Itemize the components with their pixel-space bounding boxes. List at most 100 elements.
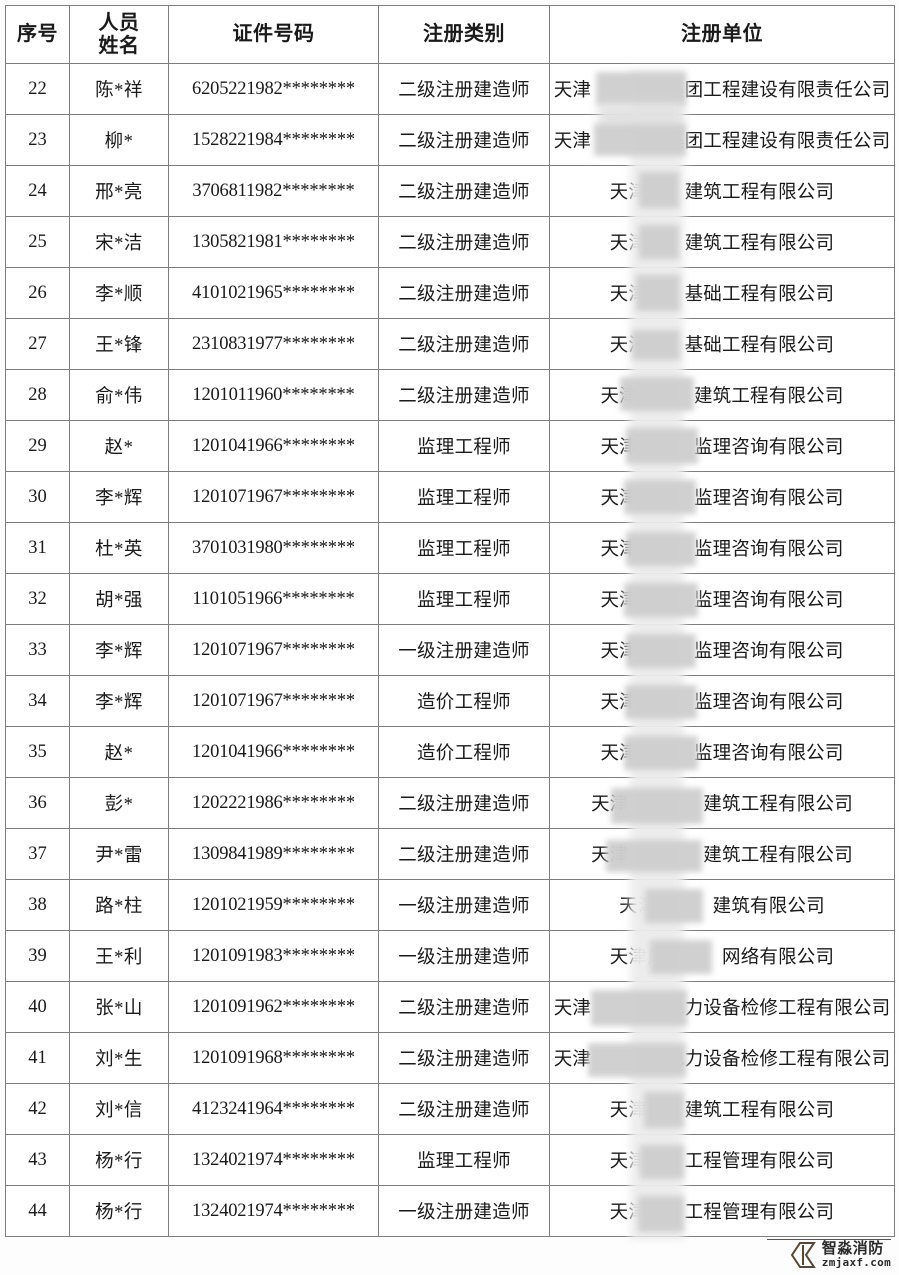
table-row: 31 杜*英 3701031980******** 监理工程师 天津 监理咨询有限公司 — [5, 522, 895, 574]
cell-registration-unit: 天津 建筑工程有限公司 — [549, 777, 895, 829]
cell-registration-unit: 天津 电力设备检修工程有限公司 — [549, 1032, 895, 1084]
table-header: 序号 人员 姓名 证件号码 注册类别 注册单位 — [5, 5, 895, 64]
cell-id-number: 1101051966******** — [168, 573, 379, 625]
cell-person-name: 俞*伟 — [69, 369, 169, 421]
table-row: 22 陈*祥 6205221982******** 二级注册建造师 天津 集团工程建设有… — [5, 63, 895, 115]
watermark-text: 智淼消防 zmjaxf.com — [822, 1241, 891, 1268]
registry-table: 序号 人员 姓名 证件号码 注册类别 注册单位 22 陈*祥 6205221982*… — [5, 5, 895, 1237]
column-header-registration-category: 注册类别 — [378, 5, 550, 64]
cell-id-number: 1528221984******** — [168, 114, 379, 166]
site-watermark: 智淼消防 zmjaxf.com — [767, 1239, 891, 1270]
table-row: 36 彭* 1202221986******** 二级注册建造师 天津 建筑工程有限公司 — [5, 777, 895, 829]
cell-registration-unit: 天津 建筑工程有限公司 — [549, 1083, 895, 1135]
watermark-logo-icon — [789, 1240, 817, 1270]
cell-id-number: 3706811982******** — [168, 165, 379, 217]
cell-sequence: 27 — [5, 318, 70, 370]
cell-id-number: 1324021974******** — [168, 1134, 379, 1186]
table-row: 27 王*锋 2310831977******** 二级注册建造师 天津 基础工程有限公… — [5, 318, 895, 370]
cell-id-number: 1201021959******** — [168, 879, 379, 931]
table-row: 41 刘*生 1201091968******** 二级注册建造师 天津 电力设备检修工… — [5, 1032, 895, 1084]
table-row: 33 李*辉 1201071967******** 一级注册建造师 天津 监理咨询有限公… — [5, 624, 895, 676]
watermark-brand-url: zmjaxf.com — [821, 1256, 891, 1270]
table-row: 26 李*顺 4101021965******** 二级注册建造师 天津 基础工程有限公… — [5, 267, 895, 319]
cell-person-name: 尹*雷 — [69, 828, 169, 880]
cell-person-name: 李*辉 — [69, 675, 169, 727]
cell-registration-category: 二级注册建造师 — [378, 318, 550, 370]
table-row: 23 柳* 1528221984******** 二级注册建造师 天津 集团工程建设有限… — [5, 114, 895, 166]
cell-registration-unit: 天津 集团工程建设有限责任公司 — [549, 114, 895, 166]
cell-registration-unit: 天津 建筑工程有限公司 — [549, 828, 895, 880]
cell-person-name: 王*利 — [69, 930, 169, 982]
cell-sequence: 40 — [5, 981, 70, 1033]
column-header-person-name-line1: 人员 — [98, 12, 140, 35]
table-header-row: 序号 人员 姓名 证件号码 注册类别 注册单位 — [5, 5, 895, 64]
cell-registration-unit: 天津 工程管理有限公司 — [549, 1134, 895, 1186]
cell-sequence: 43 — [5, 1134, 70, 1186]
cell-registration-unit: 天津 集团工程建设有限责任公司 — [549, 63, 895, 115]
cell-sequence: 22 — [5, 63, 70, 115]
cell-sequence: 44 — [5, 1185, 70, 1237]
table-row: 24 邢*亮 3706811982******** 二级注册建造师 天津 建筑工程有限公… — [5, 165, 895, 217]
column-header-person-name: 人员 姓名 — [69, 5, 169, 64]
cell-sequence: 28 — [5, 369, 70, 421]
watermark-brand-cn: 智淼消防 — [821, 1240, 884, 1258]
table-row: 28 俞*伟 1201011960******** 二级注册建造师 天津 建筑工程有限公… — [5, 369, 895, 421]
cell-sequence: 32 — [5, 573, 70, 625]
cell-sequence: 33 — [5, 624, 70, 676]
cell-registration-category: 二级注册建造师 — [378, 165, 550, 217]
cell-person-name: 杜*英 — [69, 522, 169, 574]
cell-person-name: 李*辉 — [69, 624, 169, 676]
cell-id-number: 1201071967******** — [168, 624, 379, 676]
cell-sequence: 25 — [5, 216, 70, 268]
cell-person-name: 王*锋 — [69, 318, 169, 370]
cell-sequence: 38 — [5, 879, 70, 931]
cell-registration-unit: 天津 监理咨询有限公司 — [549, 420, 895, 472]
cell-id-number: 1201011960******** — [168, 369, 379, 421]
cell-registration-category: 一级注册建造师 — [378, 930, 550, 982]
table-row: 43 杨*行 1324021974******** 监理工程师 天津 工程管理有限公司 — [5, 1134, 895, 1186]
table-row: 30 李*辉 1201071967******** 监理工程师 天津 监理咨询有限公司 — [5, 471, 895, 523]
cell-registration-category: 一级注册建造师 — [378, 879, 550, 931]
cell-id-number: 1201091968******** — [168, 1032, 379, 1084]
cell-registration-unit: 天津 基础工程有限公司 — [549, 267, 895, 319]
cell-sequence: 37 — [5, 828, 70, 880]
watermark-rule — [767, 1239, 891, 1240]
cell-registration-category: 一级注册建造师 — [378, 624, 550, 676]
cell-id-number: 1201091983******** — [168, 930, 379, 982]
cell-registration-unit: 天津 监理咨询有限公司 — [549, 624, 895, 676]
cell-person-name: 柳* — [69, 114, 169, 166]
cell-id-number: 1305821981******** — [168, 216, 379, 268]
cell-person-name: 陈*祥 — [69, 63, 169, 115]
table-row: 44 杨*行 1324021974******** 一级注册建造师 天津 工程管理有限公… — [5, 1185, 895, 1237]
cell-id-number: 6205221982******** — [168, 63, 379, 115]
cell-person-name: 胡*强 — [69, 573, 169, 625]
table-row: 34 李*辉 1201071967******** 造价工程师 天津 监理咨询有限公司 — [5, 675, 895, 727]
cell-id-number: 1324021974******** — [168, 1185, 379, 1237]
cell-sequence: 26 — [5, 267, 70, 319]
cell-registration-category: 监理工程师 — [378, 471, 550, 523]
table-row: 42 刘*信 4123241964******** 二级注册建造师 天津 建筑工程有限公… — [5, 1083, 895, 1135]
cell-registration-category: 二级注册建造师 — [378, 1083, 550, 1135]
cell-registration-category: 造价工程师 — [378, 675, 550, 727]
cell-id-number: 2310831977******** — [168, 318, 379, 370]
cell-registration-unit: 天津 监理咨询有限公司 — [549, 726, 895, 778]
cell-registration-unit: 天津 监理咨询有限公司 — [549, 675, 895, 727]
cell-registration-category: 二级注册建造师 — [378, 216, 550, 268]
cell-person-name: 彭* — [69, 777, 169, 829]
table-row: 35 赵* 1201041966******** 造价工程师 天津 监理咨询有限公司 — [5, 726, 895, 778]
cell-sequence: 29 — [5, 420, 70, 472]
cell-person-name: 杨*行 — [69, 1185, 169, 1237]
cell-person-name: 刘*信 — [69, 1083, 169, 1135]
cell-registration-unit: 天津 建筑工程有限公司 — [549, 369, 895, 421]
column-header-person-name-line2: 姓名 — [98, 34, 140, 57]
cell-registration-unit: 天津 基础工程有限公司 — [549, 318, 895, 370]
cell-id-number: 1201071967******** — [168, 675, 379, 727]
cell-registration-category: 监理工程师 — [378, 420, 550, 472]
cell-sequence: 42 — [5, 1083, 70, 1135]
table-row: 25 宋*洁 1305821981******** 二级注册建造师 天津 建筑工程有限公… — [5, 216, 895, 268]
table-body: 22 陈*祥 6205221982******** 二级注册建造师 天津 集团工程建设有… — [5, 63, 895, 1237]
table-row: 29 赵* 1201041966******** 监理工程师 天津 监理咨询有限公司 — [5, 420, 895, 472]
table-row: 37 尹*雷 1309841989******** 二级注册建造师 天津 建筑工程有限公… — [5, 828, 895, 880]
cell-registration-category: 造价工程师 — [378, 726, 550, 778]
cell-registration-unit: 天津 监理咨询有限公司 — [549, 522, 895, 574]
